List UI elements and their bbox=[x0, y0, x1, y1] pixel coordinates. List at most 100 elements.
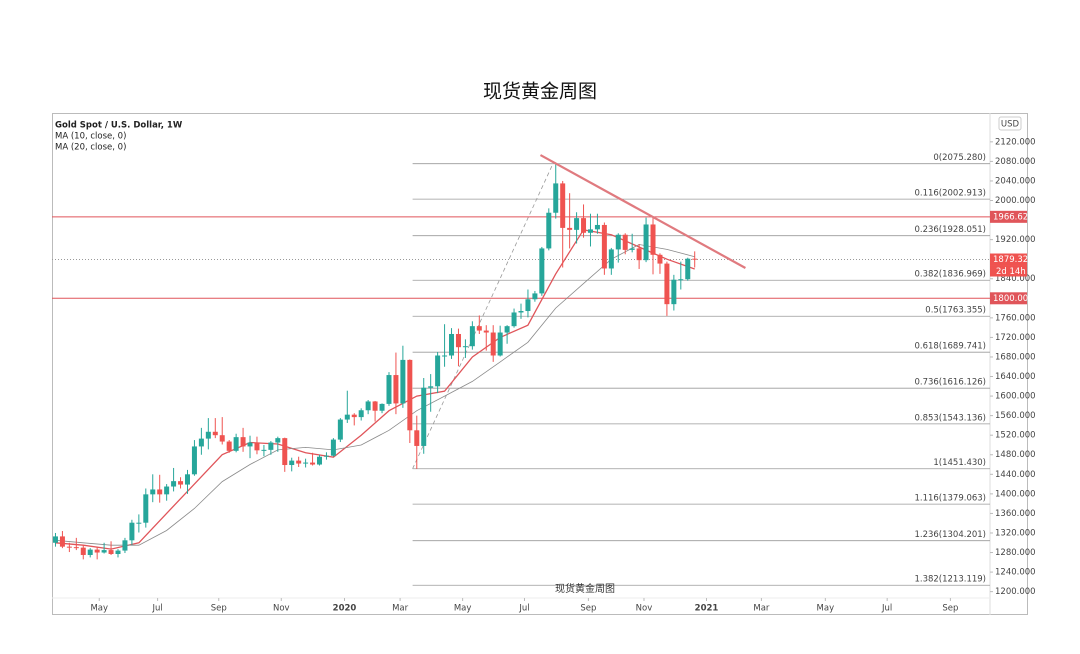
candle-body bbox=[664, 263, 670, 305]
fib-label: 1.116(1379.063) bbox=[914, 494, 986, 504]
candle-body bbox=[671, 279, 677, 305]
candle-body bbox=[393, 375, 399, 404]
candle-body bbox=[275, 438, 281, 443]
candle-body bbox=[247, 442, 253, 447]
candle-body bbox=[240, 437, 246, 447]
candle-body bbox=[442, 355, 448, 357]
candle-body bbox=[622, 234, 628, 250]
candle-body bbox=[150, 489, 156, 495]
candle-body bbox=[532, 293, 538, 300]
y-tick-label: 1840.000 bbox=[995, 274, 1036, 284]
candle-body bbox=[358, 410, 364, 418]
candle-body bbox=[560, 183, 566, 228]
candle-body bbox=[518, 311, 524, 313]
candle-body bbox=[497, 332, 503, 356]
candle-body bbox=[629, 248, 635, 250]
fib-label: 0.382(1836.969) bbox=[914, 270, 986, 280]
price-label-box bbox=[990, 292, 1027, 305]
candle-body bbox=[261, 449, 267, 451]
candle-body bbox=[692, 258, 698, 260]
candle-body bbox=[191, 446, 197, 475]
candle-body bbox=[643, 224, 649, 261]
candle-body bbox=[122, 540, 128, 551]
currency-box[interactable] bbox=[998, 116, 1022, 131]
candle-body bbox=[657, 254, 663, 264]
y-tick-label: 1520.000 bbox=[995, 431, 1036, 441]
candle-body bbox=[73, 547, 79, 549]
fib-label: 1.382(1213.119) bbox=[914, 575, 986, 585]
y-tick-label: 1680.000 bbox=[995, 352, 1036, 362]
x-tick-label: Mar bbox=[753, 604, 770, 614]
candle-body bbox=[303, 462, 309, 464]
y-tick-label: 1440.000 bbox=[995, 470, 1036, 480]
candle-body bbox=[254, 442, 260, 451]
x-tick-label: 2021 bbox=[695, 604, 719, 614]
fib-label: 0(2075.280) bbox=[933, 153, 986, 163]
candle-body bbox=[344, 414, 350, 420]
candle-body bbox=[504, 326, 510, 333]
fib-label: 0.618(1689.741) bbox=[914, 342, 986, 352]
price-label: 1800.000 bbox=[993, 294, 1034, 304]
watermark: 现货黄金周图 bbox=[555, 582, 615, 595]
y-tick-label: 1640.000 bbox=[995, 372, 1036, 382]
candle-body bbox=[594, 224, 600, 230]
candle-body bbox=[553, 183, 559, 213]
x-tick-label: May bbox=[454, 604, 472, 614]
candle-body bbox=[198, 438, 204, 447]
candle-body bbox=[66, 546, 72, 548]
y-tick-label: 1720.000 bbox=[995, 333, 1036, 343]
y-tick-label: 1200.000 bbox=[995, 587, 1036, 597]
candle-body bbox=[372, 401, 378, 411]
candle-body bbox=[296, 460, 302, 464]
candle-body bbox=[164, 486, 170, 495]
candle-body bbox=[428, 386, 434, 388]
candle-body bbox=[546, 212, 552, 249]
x-tick-label: May bbox=[817, 604, 835, 614]
candle-body bbox=[636, 248, 642, 261]
candle-body bbox=[101, 550, 107, 553]
candle-body bbox=[80, 547, 86, 555]
candle-body bbox=[337, 419, 343, 440]
candle-body bbox=[476, 326, 482, 331]
y-tick-label: 1320.000 bbox=[995, 528, 1036, 538]
candle-body bbox=[483, 330, 489, 333]
candle-body bbox=[184, 474, 190, 485]
x-tick-label: Sep bbox=[211, 604, 227, 614]
candle-body bbox=[136, 522, 142, 524]
y-tick-label: 1600.000 bbox=[995, 392, 1036, 402]
candle-body bbox=[581, 218, 587, 233]
candle-body bbox=[233, 437, 239, 451]
currency-label[interactable]: USD bbox=[1001, 120, 1020, 130]
candle-body bbox=[171, 481, 177, 487]
price-label: 1966.623 bbox=[993, 212, 1034, 222]
candle-body bbox=[87, 549, 93, 555]
candle-body bbox=[469, 326, 475, 347]
candle-body bbox=[317, 456, 323, 465]
candle-body bbox=[108, 550, 114, 554]
candle-body bbox=[289, 460, 295, 466]
candle-body bbox=[678, 279, 684, 281]
trendline bbox=[539, 154, 746, 269]
y-tick-label: 1920.000 bbox=[995, 235, 1036, 245]
candle-body bbox=[567, 227, 573, 230]
x-tick-label: Nov bbox=[273, 604, 290, 614]
candle-body bbox=[219, 435, 225, 442]
fib-label: 0.116(2002.913) bbox=[914, 189, 986, 199]
fib-label: 0.5(1763.355) bbox=[925, 306, 986, 316]
y-tick-label: 2120.000 bbox=[995, 137, 1036, 147]
candle-body bbox=[421, 387, 427, 446]
candle-body bbox=[212, 431, 218, 436]
fib-label: 0.853(1543.136) bbox=[914, 413, 986, 423]
x-tick-label: 2020 bbox=[333, 604, 357, 614]
fib-label: 1(1451.430) bbox=[933, 458, 986, 468]
page-title: 现货黄金周图 bbox=[483, 81, 597, 103]
candle-body bbox=[525, 299, 531, 312]
candle-body bbox=[330, 439, 336, 456]
y-tick-label: 1560.000 bbox=[995, 411, 1036, 421]
candle-body bbox=[685, 258, 691, 280]
candle-body bbox=[539, 248, 545, 294]
y-tick-label: 1400.000 bbox=[995, 489, 1036, 499]
candle-body bbox=[115, 550, 121, 554]
candle-body bbox=[129, 522, 135, 541]
candle-body bbox=[386, 375, 392, 404]
